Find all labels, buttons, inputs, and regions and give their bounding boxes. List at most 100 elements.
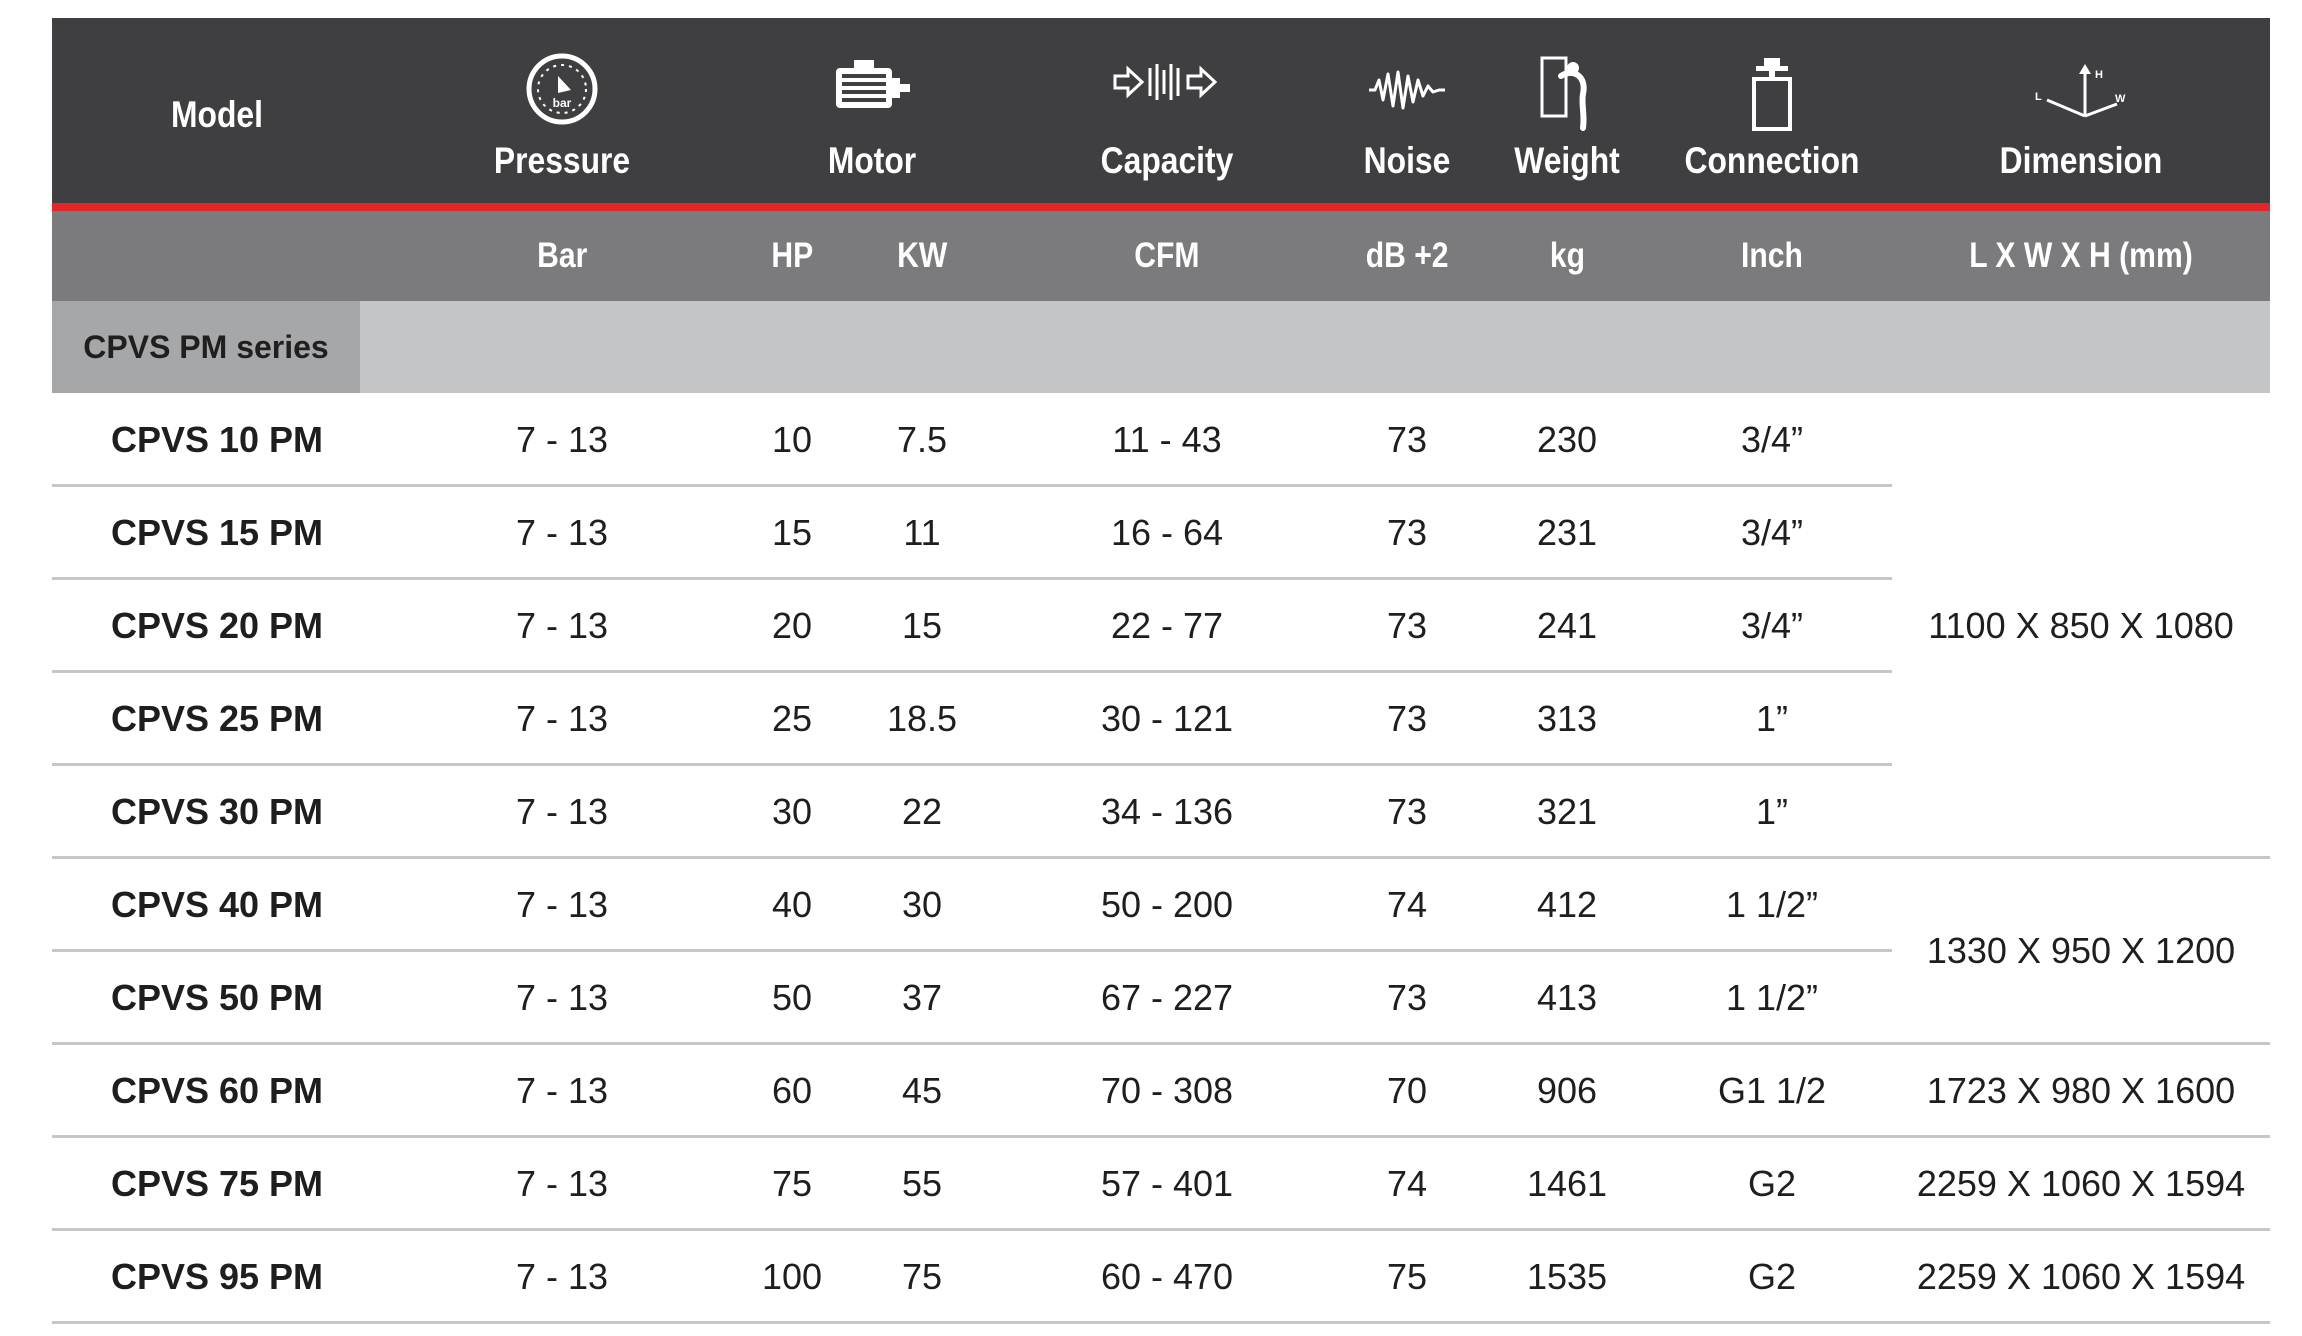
dimension-cell: 1330 X 950 X 1200 — [1926, 930, 2236, 971]
noise-cell: 75 — [1386, 1256, 1428, 1297]
connection-cell: G2 — [1747, 1256, 1797, 1297]
axis-l-label: L — [2035, 91, 2042, 103]
weight-cell: 230 — [1536, 419, 1598, 460]
header-motor: Motor — [742, 18, 1002, 203]
noise-cell: 73 — [1386, 512, 1428, 553]
capacity-cell: 22 - 77 — [1110, 605, 1224, 646]
kw-cell: 75 — [901, 1256, 943, 1297]
kw-cell: 22 — [901, 791, 943, 832]
unit-kw: KW — [896, 236, 948, 275]
kw-cell: 18.5 — [886, 698, 958, 739]
connection-cell: 1” — [1755, 698, 1788, 739]
kw-cell: 55 — [901, 1163, 943, 1204]
weight-icon — [1539, 54, 1595, 141]
row-divider — [52, 577, 1892, 580]
header-pressure: bar Pressure — [382, 18, 742, 203]
hp-cell: 25 — [771, 698, 813, 739]
weight-cell: 906 — [1536, 1070, 1598, 1111]
header-capacity-label: Capacity — [1100, 140, 1234, 181]
capacity-cell: 30 - 121 — [1100, 698, 1234, 739]
model-cell: CPVS 50 PM — [110, 977, 324, 1018]
hp-cell: 40 — [771, 884, 813, 925]
connection-cell: 1 1/2” — [1725, 977, 1819, 1018]
pressure-cell: 7 - 13 — [515, 1256, 609, 1297]
model-cell: CPVS 60 PM — [110, 1070, 324, 1111]
capacity-cell: 67 - 227 — [1100, 977, 1234, 1018]
unit-cfm: CFM — [1134, 236, 1200, 275]
table-body: CPVS 10 PM 7 - 13 10 7.5 11 - 43 73 230 3/4” CPV… — [52, 393, 2270, 1324]
model-cell: CPVS 25 PM — [110, 698, 324, 739]
unit-inch: Inch — [1741, 236, 1803, 275]
pressure-cell: 7 - 13 — [515, 1070, 609, 1111]
pressure-cell: 7 - 13 — [515, 605, 609, 646]
kw-cell: 30 — [901, 884, 943, 925]
kw-cell: 45 — [901, 1070, 943, 1111]
unit-db: dB +2 — [1365, 236, 1449, 275]
hp-cell: 100 — [761, 1256, 823, 1297]
unit-dimension: L X W X H (mm) — [1969, 236, 2193, 275]
connection-cell: 1” — [1755, 791, 1788, 832]
series-row: CPVS PM series — [52, 301, 2270, 393]
noise-cell: 73 — [1386, 791, 1428, 832]
noise-cell: 74 — [1386, 884, 1428, 925]
row-divider — [52, 1042, 2270, 1045]
hp-cell: 50 — [771, 977, 813, 1018]
dimension-axes-icon: H L W — [2033, 64, 2129, 135]
header-dimension-label: Dimension — [1999, 140, 2163, 181]
row-divider — [52, 1228, 2270, 1231]
airflow-icon — [1112, 62, 1222, 111]
header-dimension: H L W Dimension — [1892, 18, 2270, 203]
pressure-cell: 7 - 13 — [515, 977, 609, 1018]
row-divider — [52, 949, 1892, 952]
connection-cell: 3/4” — [1740, 419, 1804, 460]
model-cell: CPVS 20 PM — [110, 605, 324, 646]
hp-cell: 20 — [771, 605, 813, 646]
unit-kg: kg — [1549, 236, 1585, 275]
header-motor-label: Motor — [827, 140, 917, 181]
series-label-box: CPVS PM series — [52, 301, 360, 393]
header-noise: Noise — [1332, 18, 1482, 203]
weight-cell: 313 — [1536, 698, 1598, 739]
weight-cell: 1535 — [1526, 1256, 1608, 1297]
weight-cell: 241 — [1536, 605, 1598, 646]
connection-cell: 3/4” — [1740, 512, 1804, 553]
connection-cell: 3/4” — [1740, 605, 1804, 646]
weight-cell: 413 — [1536, 977, 1598, 1018]
dimension-cell: 2259 X 1060 X 1594 — [1916, 1255, 2246, 1297]
hp-cell: 15 — [771, 512, 813, 553]
weight-cell: 231 — [1536, 512, 1598, 553]
kw-cell: 37 — [901, 977, 943, 1018]
weight-cell: 321 — [1536, 791, 1598, 832]
row-divider — [52, 856, 2270, 859]
row-divider — [52, 763, 1892, 766]
header-model: Model — [52, 18, 382, 203]
capacity-cell: 57 - 401 — [1100, 1163, 1234, 1204]
header-capacity: Capacity — [1002, 18, 1332, 203]
header-model-label: Model — [171, 94, 263, 135]
model-cell: CPVS 75 PM — [110, 1163, 324, 1204]
dimension-cell: 1723 X 980 X 1600 — [1926, 1069, 2236, 1111]
connection-cell: G2 — [1747, 1163, 1797, 1204]
pressure-gauge-icon: bar — [525, 52, 599, 135]
axis-h-label: H — [2095, 69, 2103, 81]
gauge-text: bar — [553, 96, 572, 110]
row-divider — [52, 1321, 2270, 1324]
spec-table: Model bar Pressure — [52, 18, 2270, 1324]
pressure-cell: 7 - 13 — [515, 512, 609, 553]
capacity-cell: 70 - 308 — [1100, 1070, 1234, 1111]
capacity-cell: 11 - 43 — [1112, 419, 1222, 460]
capacity-cell: 60 - 470 — [1100, 1256, 1234, 1297]
pressure-cell: 7 - 13 — [515, 698, 609, 739]
pressure-cell: 7 - 13 — [515, 1163, 609, 1204]
noise-cell: 73 — [1386, 698, 1428, 739]
hp-cell: 60 — [771, 1070, 813, 1111]
header-pressure-label: Pressure — [493, 140, 631, 181]
row-divider — [52, 484, 1892, 487]
pressure-cell: 7 - 13 — [515, 791, 609, 832]
header-weight-label: Weight — [1514, 140, 1620, 181]
hp-cell: 10 — [771, 419, 813, 460]
header-connection-label: Connection — [1684, 140, 1860, 181]
pressure-cell: 7 - 13 — [515, 419, 609, 460]
noise-cell: 74 — [1386, 1163, 1428, 1204]
capacity-cell: 16 - 64 — [1110, 512, 1224, 553]
